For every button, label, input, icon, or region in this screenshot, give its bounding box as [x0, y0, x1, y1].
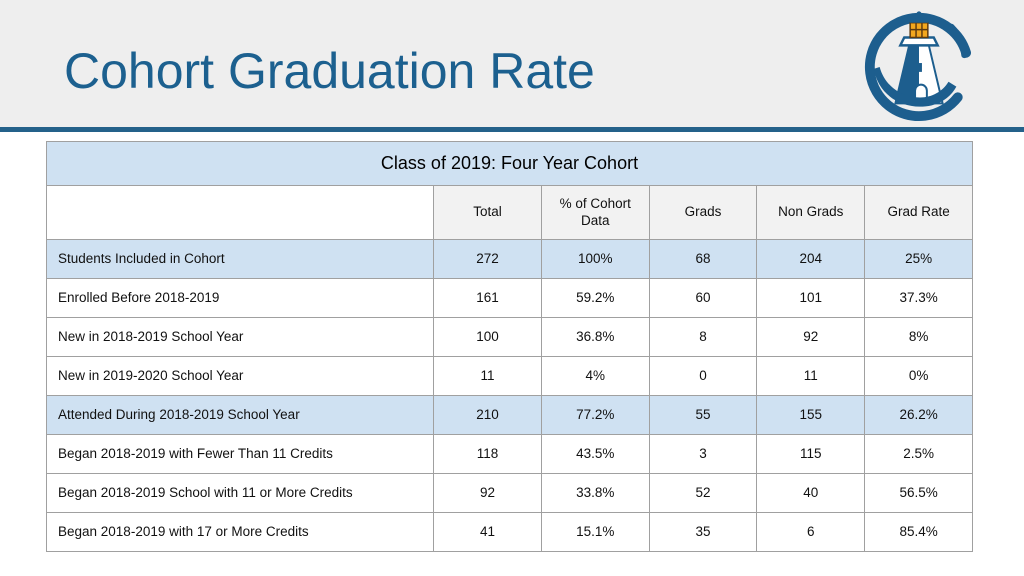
- row-label: Attended During 2018-2019 School Year: [45, 395, 435, 435]
- cell-value: 37.3%: [864, 278, 973, 318]
- column-header-row: Total% of Cohort Data Grads Non Grads Grad …: [45, 185, 973, 240]
- cell-value: 85.4%: [864, 512, 973, 552]
- cell-value: 0: [648, 356, 758, 396]
- cell-value: 204: [756, 239, 866, 279]
- row-label: New in 2019-2020 School Year: [45, 356, 435, 396]
- cell-value: 161: [433, 278, 542, 318]
- cell-value: 40: [756, 473, 866, 513]
- table-row: Began 2018-2019 with 17 or More Credits 4…: [45, 512, 973, 552]
- slide-header: Cohort Graduation Rate: [0, 0, 1024, 127]
- corner-cell: [45, 185, 435, 240]
- table-row: New in 2019-2020 School Year 11 4% 0 11 0%: [45, 356, 973, 396]
- cell-value: 4%: [540, 356, 650, 396]
- cell-value: 2.5%: [864, 434, 973, 474]
- cell-value: 33.8%: [540, 473, 650, 513]
- cell-value: 272: [433, 239, 542, 279]
- column-header: Total: [433, 185, 542, 240]
- row-label: Enrolled Before 2018-2019: [45, 278, 435, 318]
- cell-value: 68: [648, 239, 758, 279]
- cell-value: 6: [756, 512, 866, 552]
- cell-value: 36.8%: [540, 317, 650, 357]
- cell-value: 35: [648, 512, 758, 552]
- cell-value: 155: [756, 395, 866, 435]
- table-row: Students Included in Cohort 272 100% 68 204 2…: [45, 239, 973, 279]
- cell-value: 41: [433, 512, 542, 552]
- table-row: Enrolled Before 2018-2019 161 59.2% 60 101 37…: [45, 278, 973, 318]
- cohort-table: Class of 2019: Four Year Cohort Total% o…: [45, 141, 973, 552]
- cell-value: 210: [433, 395, 542, 435]
- cell-value: 115: [756, 434, 866, 474]
- header-divider: [0, 127, 1024, 132]
- cell-value: 26.2%: [864, 395, 973, 435]
- cell-value: 55: [648, 395, 758, 435]
- table-title-row: Class of 2019: Four Year Cohort: [46, 141, 973, 186]
- cell-value: 100%: [540, 239, 650, 279]
- row-label: Began 2018-2019 with Fewer Than 11 Credi…: [45, 434, 435, 474]
- cell-value: 77.2%: [540, 395, 650, 435]
- table-title: Class of 2019: Four Year Cohort: [46, 141, 973, 186]
- row-label: Began 2018-2019 with 17 or More Credits: [45, 512, 435, 552]
- cell-value: 11: [433, 356, 542, 396]
- lighthouse-logo-icon: [860, 5, 978, 125]
- table-row: Began 2018-2019 with Fewer Than 11 Credi…: [45, 434, 973, 474]
- cell-value: 118: [433, 434, 542, 474]
- row-label: Students Included in Cohort: [45, 239, 435, 279]
- cell-value: 101: [756, 278, 866, 318]
- cell-value: 43.5%: [540, 434, 650, 474]
- column-header: Grads: [648, 185, 758, 240]
- cell-value: 56.5%: [864, 473, 973, 513]
- cell-value: 60: [648, 278, 758, 318]
- cell-value: 3: [648, 434, 758, 474]
- cell-value: 92: [756, 317, 866, 357]
- cell-value: 0%: [864, 356, 973, 396]
- cell-value: 8%: [864, 317, 973, 357]
- column-header: Grad Rate: [864, 185, 973, 240]
- cell-value: 52: [648, 473, 758, 513]
- cell-value: 59.2%: [540, 278, 650, 318]
- row-label: Began 2018-2019 School with 11 or More C…: [45, 473, 435, 513]
- row-label: New in 2018-2019 School Year: [45, 317, 435, 357]
- table-row: New in 2018-2019 School Year 100 36.8% 8 92 8…: [45, 317, 973, 357]
- table-row: Began 2018-2019 School with 11 or More C…: [45, 473, 973, 513]
- cell-value: 15.1%: [540, 512, 650, 552]
- cell-value: 8: [648, 317, 758, 357]
- cell-value: 11: [756, 356, 866, 396]
- cell-value: 100: [433, 317, 542, 357]
- column-header: Non Grads: [756, 185, 866, 240]
- table-row: Attended During 2018-2019 School Year 210…: [45, 395, 973, 435]
- page-title: Cohort Graduation Rate: [64, 43, 595, 99]
- cell-value: 25%: [864, 239, 973, 279]
- column-header: % of Cohort Data: [540, 185, 650, 240]
- cell-value: 92: [433, 473, 542, 513]
